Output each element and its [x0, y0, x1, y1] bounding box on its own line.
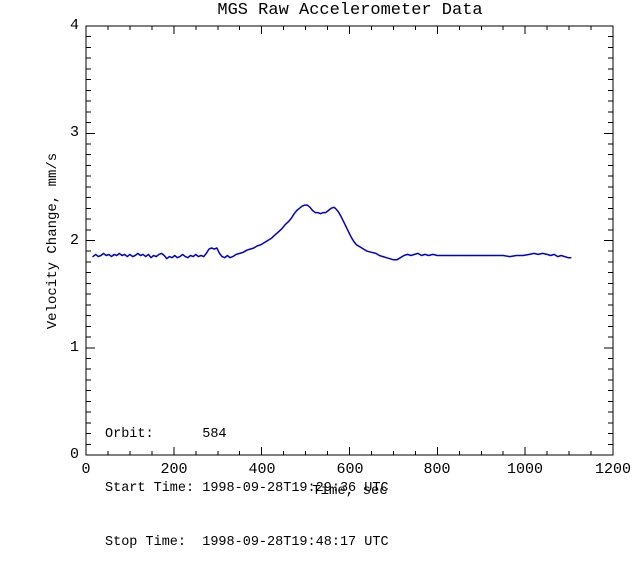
chart-canvas: MGS Raw Accelerometer Data Velocity Chan…: [45, 1, 631, 550]
x-axis-label: Time, sec: [312, 483, 388, 499]
chart-title: MGS Raw Accelerometer Data: [217, 1, 483, 20]
data-line: [92, 204, 572, 261]
y-ticks: [86, 25, 613, 456]
annotation-block: Orbit: 584 Start Time: 1998-09-28T19:29:…: [105, 390, 389, 588]
annotation-orbit: Orbit: 584: [105, 427, 227, 442]
plot-area: [85, 25, 614, 456]
annotation-stop-time: Stop Time: 1998-09-28T19:48:17 UTC: [105, 535, 389, 550]
y-axis-label: Velocity Change, mm/s: [45, 152, 61, 330]
annotation-start-time: Start Time: 1998-09-28T19:29:36 UTC: [105, 481, 389, 496]
x-ticks: [85, 26, 614, 455]
